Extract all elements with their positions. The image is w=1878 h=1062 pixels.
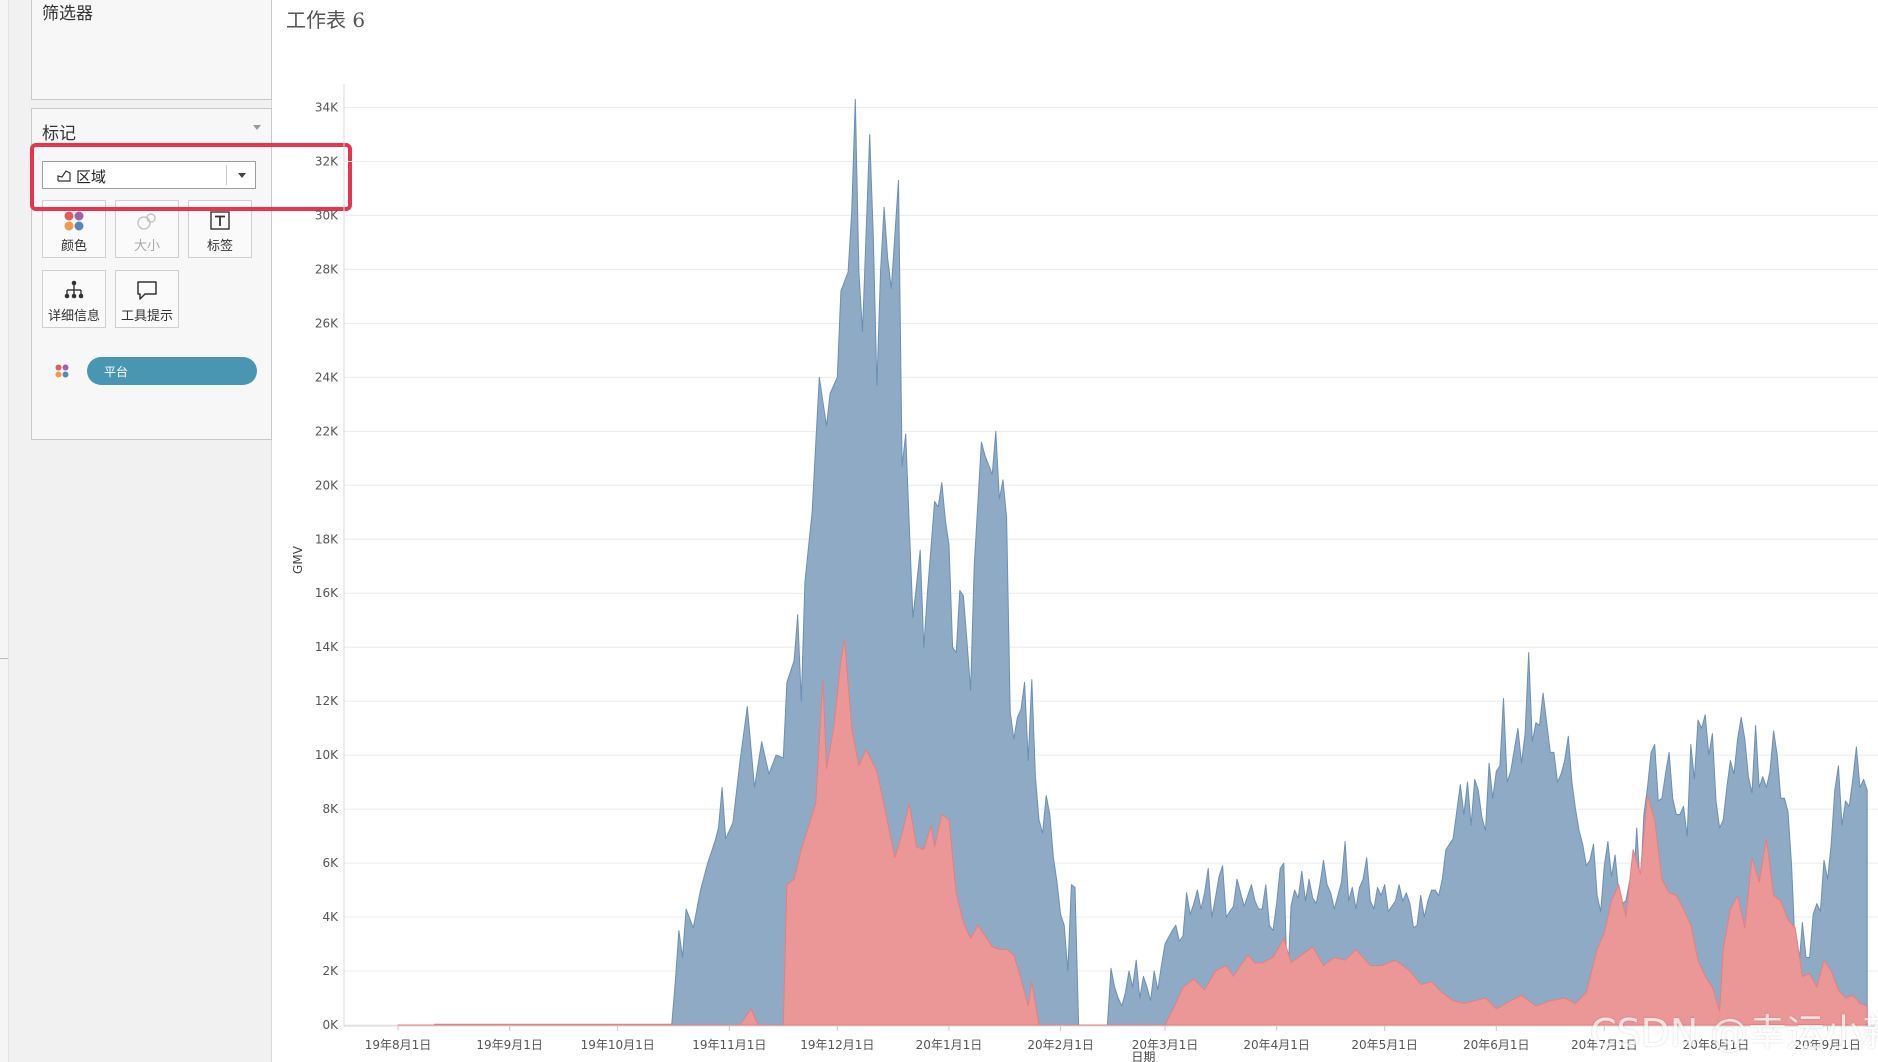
y-tick-label: 18K (315, 532, 339, 546)
x-tick-label: 19年11月1日 (692, 1038, 766, 1052)
x-tick-label: 20年5月1日 (1351, 1038, 1418, 1052)
y-tick-label: 22K (315, 424, 339, 438)
x-tick-label: 20年8月1日 (1683, 1038, 1750, 1052)
detail-hierarchy-icon (64, 280, 84, 299)
dropdown-separator (226, 165, 227, 185)
tooltip-button[interactable]: 工具提示 (115, 270, 179, 328)
panel-edge-tick (0, 658, 8, 659)
y-tick-label: 14K (315, 640, 339, 654)
y-tick-label: 16K (315, 586, 339, 600)
x-tick-label: 20年2月1日 (1027, 1038, 1094, 1052)
y-tick-label: 30K (315, 208, 339, 222)
highlight-annotation-box (30, 143, 352, 211)
mark-type-label: 区域 (76, 168, 107, 186)
y-tick-label: 8K (322, 802, 339, 816)
filters-card[interactable]: 筛选器 (31, 0, 272, 100)
y-tick-label: 24K (315, 370, 339, 384)
y-axis-title: GMV (291, 545, 305, 574)
size-circles-icon (137, 213, 156, 230)
x-tick-label: 20年9月1日 (1794, 1038, 1861, 1052)
tooltip-button-label: 工具提示 (120, 309, 173, 324)
sidebar: 筛选器 标记 区域 颜色 大小 (9, 0, 272, 1062)
chevron-down-icon[interactable] (238, 173, 246, 178)
color-button-label: 颜色 (60, 239, 87, 254)
area-chart[interactable]: 0K 2K 4K 6K 8K 10K 12K 14K 16K 18K 20K 22K 24K 26K 28K… (272, 40, 1878, 1062)
detail-button[interactable]: 详细信息 (42, 270, 106, 328)
x-tick-label: 20年6月1日 (1463, 1038, 1530, 1052)
platform-color-pill[interactable]: 平台 (87, 357, 257, 385)
x-tick-label: 20年7月1日 (1571, 1038, 1638, 1052)
x-tick-label: 20年3月1日 (1132, 1038, 1199, 1052)
y-tick-label: 4K (322, 910, 339, 924)
marks-card: 标记 区域 颜色 大小 (31, 108, 272, 440)
y-tick-label: 34K (315, 100, 339, 114)
y-tick-label: 26K (315, 316, 339, 330)
y-tick-label: 20K (315, 478, 339, 492)
y-tick-label: 28K (315, 262, 339, 276)
x-tick-label: 20年4月1日 (1243, 1038, 1310, 1052)
pill-label: 平台 (104, 365, 129, 379)
y-tick-label: 10K (315, 748, 339, 762)
mark-type-dropdown[interactable]: 区域 (42, 161, 256, 189)
marks-card-title: 标记 (42, 124, 76, 144)
left-panel-edge (0, 0, 12, 1062)
x-tick-label: 19年10月1日 (581, 1038, 655, 1052)
tooltip-speech-icon (137, 281, 157, 300)
x-tick-label: 20年1月1日 (916, 1038, 983, 1052)
size-button-label: 大小 (133, 239, 160, 254)
color-dots-icon (64, 211, 84, 231)
sheet-title: 工作表 6 (286, 8, 366, 32)
area-series-blue[interactable] (397, 98, 1868, 1026)
detail-button-label: 详细信息 (47, 309, 100, 324)
y-tick-label: 32K (315, 154, 339, 168)
label-button-label: 标签 (206, 239, 233, 254)
x-tick-label: 19年12月1日 (800, 1038, 874, 1052)
color-encoding-icon (55, 364, 69, 378)
label-t-icon (210, 211, 230, 230)
y-tick-label: 2K (322, 964, 339, 978)
area-series-red[interactable] (397, 638, 1868, 1026)
watermark-text: CSDN @幸运小新 (1590, 1011, 1878, 1055)
y-tick-label: 12K (315, 694, 339, 708)
x-axis-title: 日期 (1131, 1050, 1155, 1062)
filters-card-title: 筛选器 (42, 4, 93, 24)
card-menu-chevron-down-icon[interactable] (253, 125, 261, 130)
x-tick-label: 19年9月1日 (476, 1038, 543, 1052)
area-chart-icon (57, 170, 71, 182)
x-tick-label: 19年8月1日 (365, 1038, 432, 1052)
y-tick-label: 6K (322, 856, 339, 870)
y-tick-label: 0K (322, 1018, 339, 1032)
